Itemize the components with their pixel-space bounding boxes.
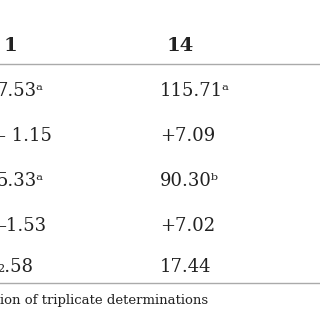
Text: ₂.58: ₂.58 xyxy=(0,258,33,276)
Text: 1: 1 xyxy=(3,37,17,55)
Text: +7.02: +7.02 xyxy=(160,217,215,235)
Text: –1.53: –1.53 xyxy=(0,217,46,235)
Text: 115.71ᵃ: 115.71ᵃ xyxy=(160,82,230,100)
Text: 5.33ᵃ: 5.33ᵃ xyxy=(0,172,44,190)
Text: ion of triplicate determinations: ion of triplicate determinations xyxy=(0,294,208,307)
Text: 14: 14 xyxy=(166,37,194,55)
Text: 90.30ᵇ: 90.30ᵇ xyxy=(160,172,219,190)
Text: 17.44: 17.44 xyxy=(160,258,212,276)
Text: +7.09: +7.09 xyxy=(160,127,215,145)
Text: 7.53ᵃ: 7.53ᵃ xyxy=(0,82,44,100)
Text: – 1.15: – 1.15 xyxy=(0,127,52,145)
